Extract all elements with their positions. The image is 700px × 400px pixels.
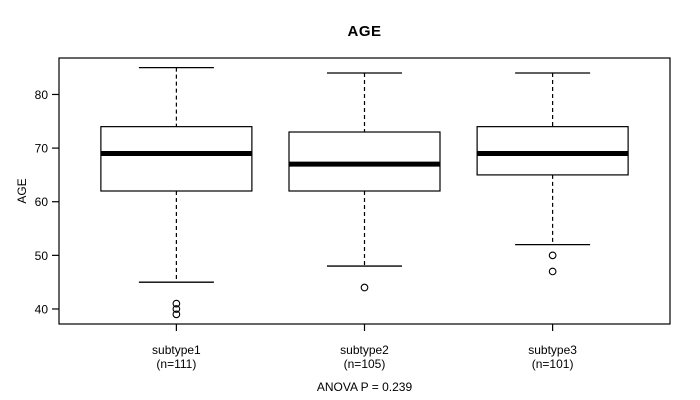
boxplot-group-subtype2	[288, 72, 441, 292]
group-label: subtype3	[528, 343, 577, 357]
anova-p-value: ANOVA P = 0.239	[316, 380, 413, 394]
iqr-box	[100, 126, 253, 192]
group-n-label: (n=105)	[344, 357, 386, 371]
chart-title: AGE	[347, 23, 382, 40]
iqr-box	[288, 131, 441, 192]
y-tick-label: 60	[35, 195, 49, 209]
y-tick-label: 80	[35, 88, 49, 102]
y-tick-label: 40	[35, 302, 49, 316]
y-tick-label: 50	[35, 249, 49, 263]
y-axis-title: AGE	[15, 178, 29, 204]
outlier-point	[172, 310, 181, 319]
y-tick-label: 70	[35, 142, 49, 156]
iqr-box	[476, 126, 629, 176]
boxplot-group-subtype1	[100, 67, 253, 319]
boxplot-group-subtype3	[476, 72, 629, 276]
outlier-point	[172, 305, 181, 313]
group-label: subtype1	[152, 343, 201, 357]
outlier-point	[360, 283, 369, 292]
group-label: subtype2	[340, 343, 389, 357]
group-n-label: (n=111)	[156, 357, 196, 371]
outlier-point	[548, 267, 557, 276]
plot-border	[58, 57, 671, 325]
outlier-point	[172, 299, 181, 308]
outlier-point	[548, 251, 557, 260]
group-n-label: (n=101)	[532, 357, 574, 371]
